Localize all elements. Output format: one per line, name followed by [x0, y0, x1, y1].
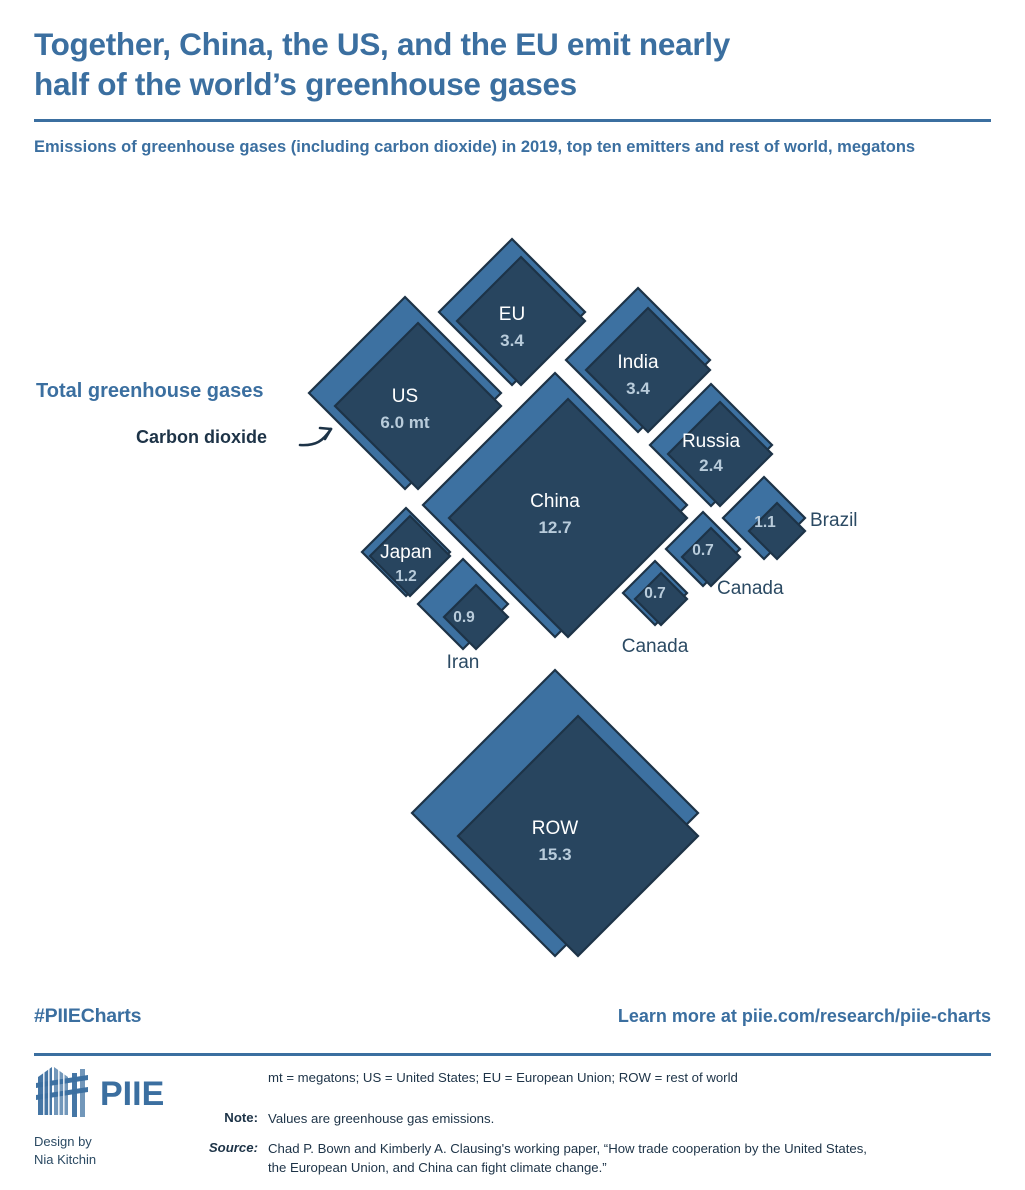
diamond-us[interactable]: US 6.0 mt: [307, 295, 503, 491]
diamond-iran-value: 0.7: [692, 542, 714, 559]
diamond-japan-value: 1.2: [395, 568, 417, 585]
diamond-russia-name: Russia: [682, 431, 741, 452]
design-credit: Design by Nia Kitchin: [34, 1134, 97, 1168]
diamond-us-inner: [333, 321, 503, 491]
diamond-brazil-label: Brazil: [810, 510, 858, 531]
footer: #PIIECharts Learn more at piie.com/resea…: [0, 995, 1025, 1175]
diamond-russia-inner: [666, 400, 774, 508]
diamond-eu[interactable]: EU 3.4: [437, 237, 587, 387]
diamond-india[interactable]: India 3.4: [564, 286, 712, 434]
diamond-japan-inner: [368, 514, 452, 598]
page-subtitle: Emissions of greenhouse gases (including…: [34, 137, 916, 156]
diamond-canada[interactable]: 0.7 Canada: [621, 559, 689, 657]
diamond-russia-value: 2.4: [699, 456, 723, 475]
legend-co2-label: Carbon dioxide: [136, 427, 267, 447]
note-row: Note: Values are greenhouse gas emission…: [200, 1110, 1000, 1129]
piie-logo-text: PIIE: [100, 1075, 164, 1113]
diamond-india-value: 3.4: [626, 379, 650, 398]
footer-brand-row: #PIIECharts Learn more at piie.com/resea…: [0, 995, 1025, 1037]
diamond-eu-inner: [455, 255, 587, 387]
diamond-japan-name: Japan: [380, 542, 432, 563]
source-label: Source:: [208, 1140, 258, 1156]
hashtag-piiecharts[interactable]: #PIIECharts: [34, 1005, 142, 1027]
diamond-indonesia-label: Iran: [447, 652, 480, 673]
source-row: Source: Chad P. Bown and Kimberly A. Cla…: [200, 1140, 1000, 1177]
diamond-china-value: 12.7: [538, 518, 571, 537]
piie-logo: PIIE: [32, 1063, 242, 1119]
learn-more-link[interactable]: Learn more at piie.com/research/piie-cha…: [617, 1006, 991, 1026]
abbreviations-line: mt = megatons; US = United States; EU = …: [268, 1070, 738, 1085]
diamond-china-inner: [447, 397, 689, 639]
note-label: Note:: [224, 1109, 258, 1125]
diamond-japan[interactable]: Japan 1.2: [360, 506, 452, 598]
diamond-brazil[interactable]: 1.1 Brazil: [721, 475, 858, 561]
diamond-row-value: 15.3: [538, 845, 571, 864]
diamond-eu-value: 3.4: [500, 331, 524, 350]
diamond-russia[interactable]: Russia 2.4: [648, 382, 774, 508]
carbon-dioxide-arrow-icon: [298, 426, 333, 447]
legend-total-ghg-label: Total greenhouse gases: [36, 380, 263, 402]
diamond-brazil-value: 1.1: [754, 514, 776, 531]
footer-divider: [34, 1053, 991, 1056]
diamond-iran-label: Canada: [717, 578, 784, 599]
diamond-india-name: India: [617, 352, 659, 373]
diamond-row[interactable]: ROW 15.3: [410, 668, 700, 958]
diamond-iran[interactable]: 0.7 Canada: [664, 510, 784, 599]
diamond-canada-val: 0.7: [644, 585, 666, 602]
note-text: Values are greenhouse gas emissions.: [268, 1110, 495, 1126]
footnotes: mt = megatons; US = United States; EU = …: [200, 1069, 1000, 1190]
diamond-indonesia-value: 0.9: [453, 609, 475, 626]
diamond-canada-label: Canada: [622, 636, 689, 657]
title-divider: [34, 118, 991, 122]
diamond-chart-svg: Total greenhouse gases Carbon dioxide RO…: [36, 237, 858, 958]
diamond-row-name: ROW: [532, 818, 579, 839]
piie-logo-icon: PIIE: [36, 1067, 164, 1117]
diamond-us-value: 6.0 mt: [380, 413, 429, 432]
page-title: Together, China, the US, and the EU emit…: [34, 26, 730, 103]
header: Together, China, the US, and the EU emit…: [34, 24, 991, 159]
diamond-row-inner: [456, 714, 700, 958]
diamond-canada-inner: [633, 571, 689, 627]
diamond-indonesia-inner: [442, 583, 510, 651]
diamond-brazil-inner: [747, 501, 807, 561]
diamond-india-inner: [584, 306, 712, 434]
diamond-china-name: China: [530, 491, 580, 512]
source-text: Chad P. Bown and Kimberly A. Clausing's …: [268, 1141, 867, 1176]
diamond-us-name: US: [392, 386, 418, 407]
diamond-iran-inner: [680, 526, 742, 588]
diamond-eu-name: EU: [499, 304, 525, 325]
diamond-indonesia[interactable]: 0.9 Iran: [416, 557, 510, 673]
diamond-china[interactable]: China 12.7: [421, 371, 689, 639]
diamond-chart: Total greenhouse gases Carbon dioxide RO…: [0, 215, 1025, 985]
